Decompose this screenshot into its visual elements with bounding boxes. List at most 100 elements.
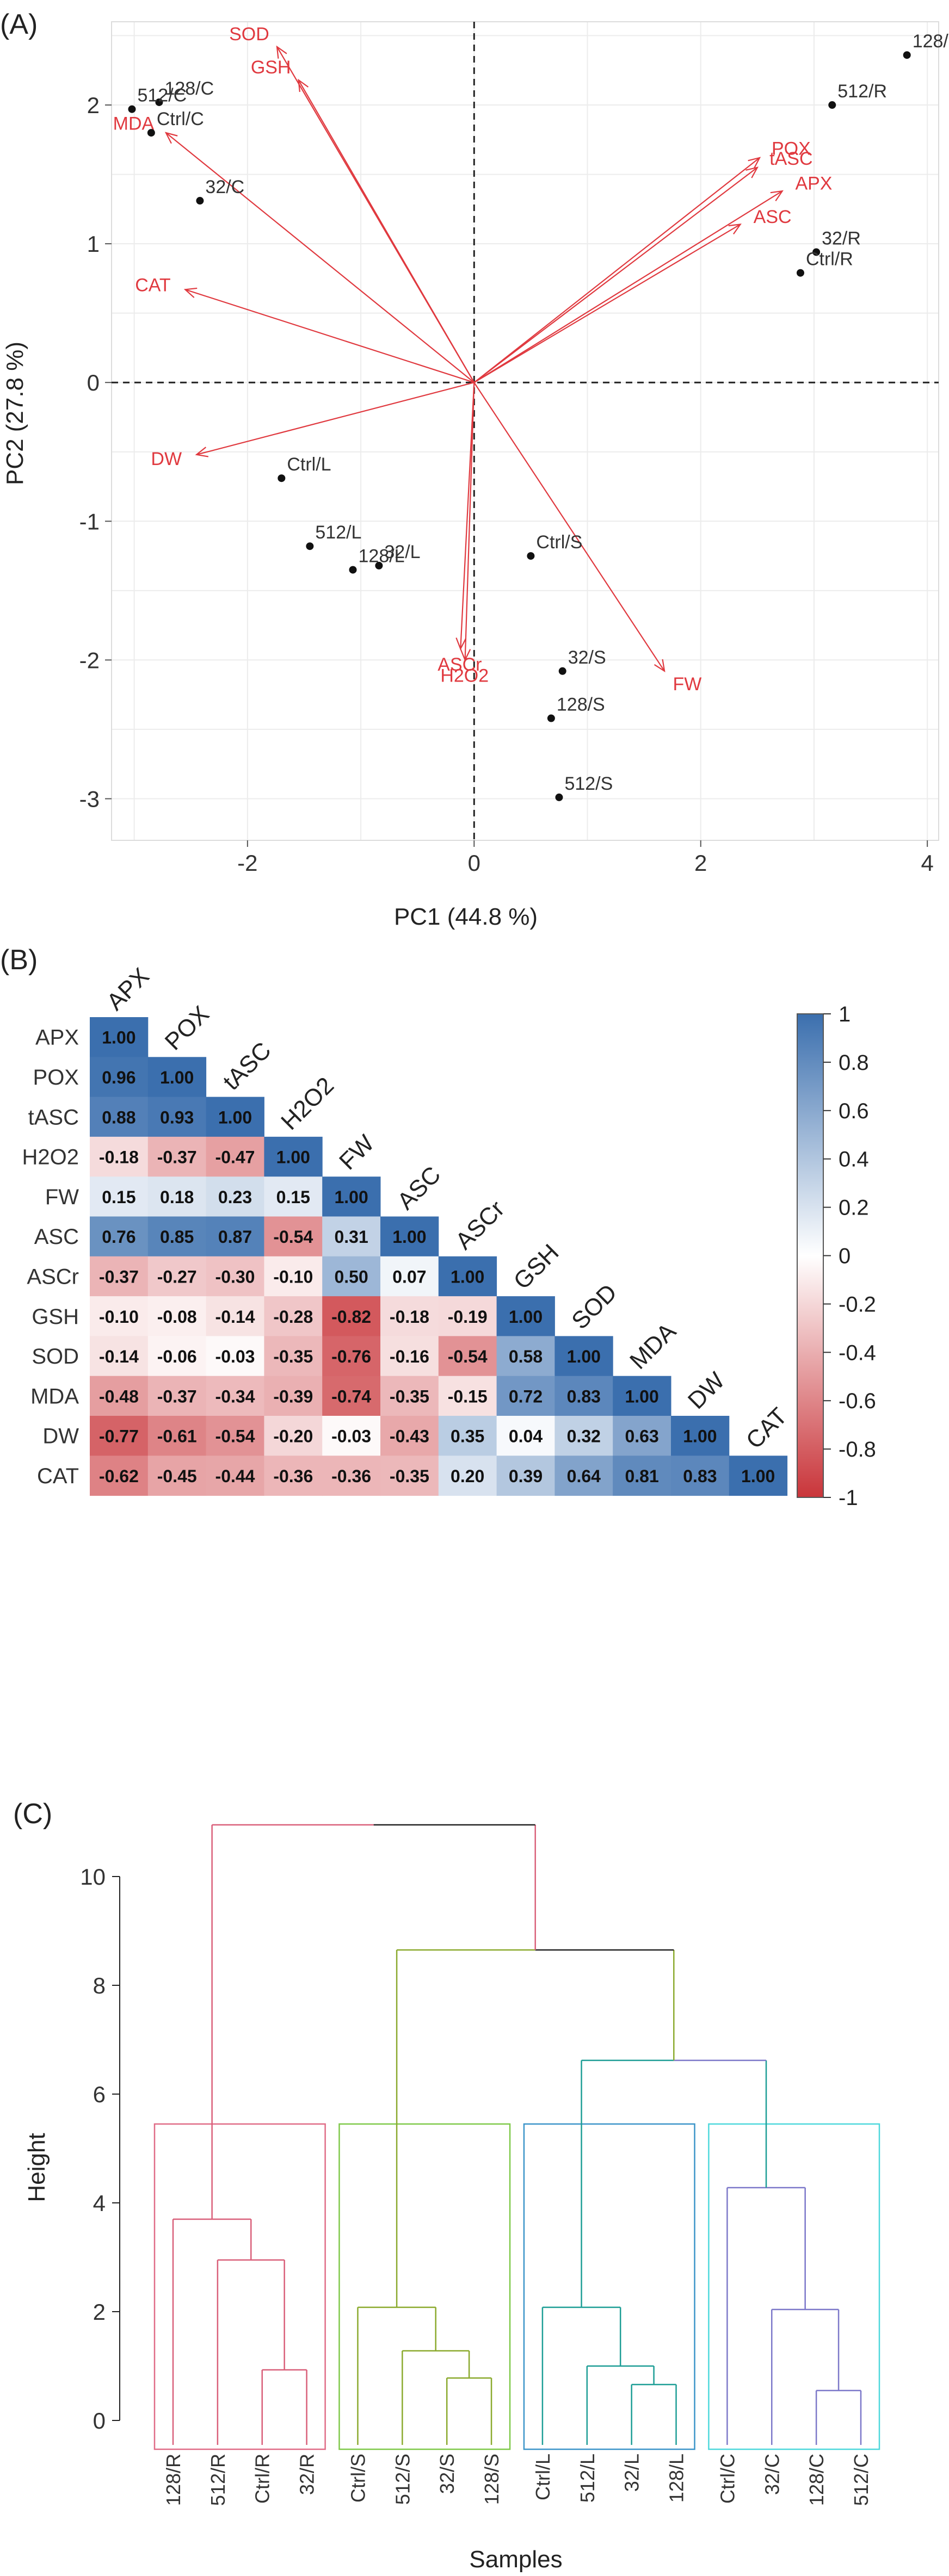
corr-cell-value: -0.03 bbox=[215, 1347, 255, 1366]
corr-cell bbox=[438, 1376, 497, 1416]
corr-cell bbox=[380, 1376, 439, 1416]
corr-cell bbox=[147, 1456, 207, 1496]
corr-cell bbox=[496, 1296, 555, 1336]
corr-column-label: APX bbox=[102, 963, 155, 1015]
corr-cell bbox=[147, 1136, 207, 1177]
corr-cell-value: -0.06 bbox=[157, 1347, 197, 1366]
corr-cell-value: 0.96 bbox=[102, 1068, 135, 1087]
corr-cell-value: 0.04 bbox=[509, 1427, 543, 1446]
pca-panel-label: (A) bbox=[0, 9, 38, 40]
pca-sample-point bbox=[196, 197, 204, 205]
corr-column-label: FW bbox=[334, 1130, 379, 1175]
corr-column-label: CAT bbox=[741, 1403, 793, 1454]
corr-cell bbox=[322, 1176, 381, 1217]
pca-loading-arrowhead bbox=[455, 637, 467, 651]
dend-y-tick-label: 10 bbox=[80, 1864, 106, 1890]
corr-cell-value: 1.00 bbox=[102, 1028, 135, 1048]
corr-cell bbox=[147, 1296, 207, 1336]
corr-cell-value: -0.20 bbox=[273, 1427, 313, 1446]
corr-cell-value: -0.18 bbox=[99, 1148, 139, 1167]
pca-sample-label: 128/C bbox=[164, 78, 214, 99]
corr-cell-value: -0.61 bbox=[157, 1427, 197, 1446]
corr-cell-value: 1.00 bbox=[683, 1427, 717, 1446]
corr-cell bbox=[496, 1416, 555, 1456]
corr-cell-value: -0.18 bbox=[390, 1307, 429, 1327]
pca-sample-label: 512/S bbox=[564, 773, 613, 794]
corr-cell bbox=[206, 1176, 264, 1217]
corr-cell-value: 0.83 bbox=[683, 1466, 717, 1486]
corr-cell-value: 0.58 bbox=[509, 1347, 543, 1366]
corr-cell-value: -0.54 bbox=[273, 1227, 313, 1247]
corr-cell bbox=[264, 1296, 323, 1336]
dend-leaf-label: 32/R bbox=[296, 2454, 318, 2495]
correlation-colorbar: 1 0.8 0.6 0.4 0.2 0 -0.2 -0.4 -0.6 -0.8 -1 bbox=[797, 1002, 876, 1510]
corr-cell-value: 0.18 bbox=[160, 1187, 194, 1207]
pca-sample-label: 128/R bbox=[913, 31, 949, 52]
corr-cell-value: 0.32 bbox=[567, 1427, 601, 1446]
corr-cell bbox=[438, 1296, 497, 1336]
dend-x-axis-label: Samples bbox=[469, 2546, 562, 2573]
pca-y-tick-label: -3 bbox=[79, 786, 100, 812]
corr-cell-value: -0.47 bbox=[215, 1148, 255, 1167]
pca-y-tick-label: -2 bbox=[79, 647, 100, 673]
pca-sample-point bbox=[555, 793, 563, 801]
dend-leaf-label: 128/L bbox=[665, 2454, 688, 2503]
corr-cell bbox=[438, 1456, 497, 1496]
corr-column-label: ASC bbox=[392, 1161, 446, 1215]
corr-row-label: ASC bbox=[34, 1225, 79, 1249]
pca-loading-arrowhead bbox=[770, 190, 784, 202]
corr-cell bbox=[147, 1376, 207, 1416]
dend-leaf-label: 128/S bbox=[480, 2454, 503, 2505]
corr-cell-value: 0.64 bbox=[567, 1466, 601, 1486]
corr-cell-value: 1.00 bbox=[625, 1386, 658, 1406]
corr-cell bbox=[554, 1456, 613, 1496]
corr-row-label: CAT bbox=[37, 1464, 79, 1488]
corr-cell-value: 0.88 bbox=[102, 1107, 135, 1127]
corr-cell bbox=[90, 1336, 149, 1377]
corr-colorbar-tick-label: 1 bbox=[839, 1002, 851, 1026]
pca-loading-arrowhead bbox=[195, 447, 209, 457]
pca-x-tick-label: -2 bbox=[237, 850, 257, 876]
corr-cell-value: -0.28 bbox=[273, 1307, 313, 1327]
pca-loading-label: SOD bbox=[229, 24, 269, 45]
corr-cell-value: 0.31 bbox=[334, 1227, 368, 1247]
dend-cluster-box bbox=[153, 2123, 326, 2450]
corr-row-label: GSH bbox=[32, 1305, 79, 1329]
pca-sample-label: 32/R bbox=[822, 228, 861, 249]
pca-sample-point bbox=[278, 474, 286, 482]
corr-cell bbox=[206, 1416, 264, 1456]
corr-cell-value: 0.87 bbox=[218, 1227, 252, 1247]
pca-loading-arrow bbox=[473, 190, 783, 383]
pca-loading-label: GSH bbox=[251, 57, 291, 78]
pca-loading-arrowhead bbox=[276, 45, 287, 59]
corr-cell-value: 1.00 bbox=[741, 1466, 775, 1486]
corr-cell-value: -0.76 bbox=[331, 1347, 371, 1366]
dend-cluster-box bbox=[338, 2123, 511, 2450]
corr-cell bbox=[554, 1336, 613, 1377]
dend-leaf-label: Ctrl/S bbox=[347, 2454, 369, 2503]
corr-cell-value: -0.35 bbox=[390, 1466, 429, 1486]
corr-cell bbox=[90, 1376, 149, 1416]
pca-sample-point bbox=[828, 101, 836, 109]
corr-cell bbox=[90, 1017, 149, 1057]
pca-sample-label: Ctrl/L bbox=[287, 454, 331, 475]
corr-colorbar-tick-label: -0.2 bbox=[839, 1292, 876, 1316]
pca-sample-label: Ctrl/R bbox=[806, 249, 853, 270]
corr-row-label: FW bbox=[45, 1185, 79, 1209]
pca-y-axis-label: PC2 (27.8 %) bbox=[2, 342, 28, 485]
corr-cell bbox=[264, 1216, 323, 1257]
pca-loading-label: MDA bbox=[113, 113, 155, 134]
corr-cell bbox=[322, 1296, 381, 1336]
pca-sample-point bbox=[558, 667, 566, 675]
pca-y-tick-label: 2 bbox=[87, 92, 100, 118]
dend-leaf-label: Ctrl/C bbox=[716, 2454, 738, 2504]
corr-cell-value: -0.43 bbox=[390, 1427, 429, 1446]
corr-cell-value: -0.27 bbox=[157, 1267, 197, 1286]
pca-sample-label: 32/L bbox=[384, 542, 420, 562]
pca-loading-arrow bbox=[298, 79, 475, 383]
corr-cell bbox=[322, 1416, 381, 1456]
corr-colorbar-tick-label: 0.8 bbox=[839, 1051, 869, 1075]
pca-sample-label: 32/C bbox=[205, 177, 244, 197]
